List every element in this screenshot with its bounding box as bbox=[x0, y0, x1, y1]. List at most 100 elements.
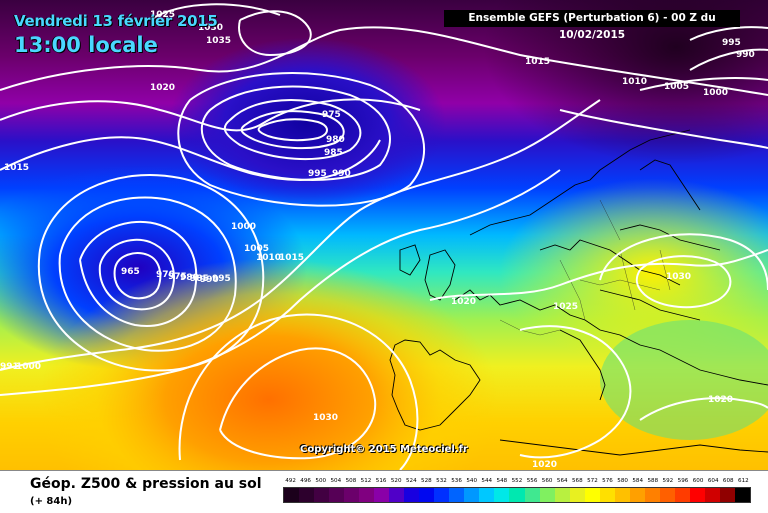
forecast-date: Vendredi 13 février 2015 bbox=[14, 12, 218, 30]
scale-swatch bbox=[404, 488, 420, 502]
scale-swatch bbox=[554, 488, 570, 502]
scale-label: 512 bbox=[360, 478, 372, 484]
scale-swatch bbox=[509, 488, 525, 502]
isobar-label: 980 bbox=[326, 135, 345, 145]
isobar-labels: 1025 1030 1035 1020 1015 975 980 985 990… bbox=[0, 10, 755, 470]
scale-label: 500 bbox=[315, 478, 327, 484]
borders bbox=[499, 199, 671, 336]
isobar-label: 1005 bbox=[664, 82, 689, 92]
scale-swatch bbox=[464, 488, 480, 502]
scale-label: 544 bbox=[481, 478, 493, 484]
isobar-label: 970 bbox=[156, 270, 175, 280]
scale-label: 572 bbox=[587, 478, 598, 484]
scale-swatch bbox=[284, 488, 300, 502]
scale-label: 584 bbox=[632, 478, 644, 484]
scale-label: 552 bbox=[511, 478, 523, 484]
copyright-text: Copyright© 2015 Meteociel.fr bbox=[300, 444, 468, 455]
scale-label: 592 bbox=[662, 478, 674, 484]
scale-swatch bbox=[344, 488, 360, 502]
scale-label: 536 bbox=[451, 478, 462, 484]
isobar-label: 1000 bbox=[16, 362, 41, 372]
scale-swatch bbox=[704, 488, 720, 502]
scale-swatch bbox=[389, 488, 405, 502]
scale-label: 516 bbox=[375, 478, 387, 484]
isobar-label: 1020 bbox=[150, 83, 175, 93]
isobar-label: 1015 bbox=[525, 57, 550, 67]
scale-label: 504 bbox=[330, 478, 342, 484]
scale-swatch bbox=[629, 488, 645, 502]
isobar-label: 1015 bbox=[279, 253, 304, 263]
scale-swatch bbox=[674, 488, 690, 502]
scale-swatch bbox=[314, 488, 330, 502]
scale-label: 588 bbox=[647, 478, 659, 484]
color-scale-labels: 492 496 500 504 508 512 516 520 524 528 532 536 540 5… bbox=[283, 475, 751, 487]
isobar-label: 995 bbox=[212, 274, 231, 284]
scale-swatch bbox=[329, 488, 345, 502]
isobar-label: 1005 bbox=[244, 244, 269, 254]
scale-swatch bbox=[584, 488, 600, 502]
isobar-label: 990 bbox=[332, 169, 351, 179]
isobar-label: 1020 bbox=[708, 395, 733, 405]
isobar-label: 985 bbox=[324, 148, 343, 158]
isobar-label: 1010 bbox=[256, 253, 281, 263]
isobar-label: 1000 bbox=[231, 222, 256, 232]
scale-label: 548 bbox=[496, 478, 508, 484]
isobar-label: 1030 bbox=[313, 413, 338, 423]
scale-swatch bbox=[494, 488, 510, 502]
scale-label: 496 bbox=[300, 478, 311, 484]
scale-label: 612 bbox=[738, 478, 749, 484]
isobar-label: 1015 bbox=[4, 163, 29, 173]
isobar-label: 991 bbox=[0, 362, 19, 372]
scale-swatch bbox=[524, 488, 540, 502]
scale-label: 608 bbox=[722, 478, 734, 484]
scale-swatch bbox=[449, 488, 465, 502]
scale-swatch bbox=[419, 488, 435, 502]
scale-label: 524 bbox=[405, 478, 417, 484]
scale-label: 568 bbox=[571, 478, 583, 484]
scale-label: 576 bbox=[602, 478, 613, 484]
scale-label: 580 bbox=[617, 478, 628, 484]
scale-label: 508 bbox=[345, 478, 357, 484]
scale-swatch bbox=[539, 488, 555, 502]
legend-bar: Géop. Z500 & pression au sol (+ 84h) 492… bbox=[0, 470, 768, 513]
scale-swatch bbox=[374, 488, 390, 502]
isobar-label: 1025 bbox=[553, 302, 578, 312]
isobars bbox=[0, 3, 768, 470]
isobar-label: 980 bbox=[180, 273, 199, 283]
scale-swatch bbox=[569, 488, 585, 502]
color-scale-swatches bbox=[283, 487, 751, 503]
scale-label: 560 bbox=[541, 478, 553, 484]
scale-label: 532 bbox=[436, 478, 447, 484]
scale-swatch bbox=[599, 488, 615, 502]
isobar-label: 1030 bbox=[198, 23, 223, 33]
forecast-lead-time: (+ 84h) bbox=[30, 496, 73, 507]
scale-label: 520 bbox=[390, 478, 402, 484]
scale-label: 492 bbox=[285, 478, 296, 484]
isobar-label: 965 bbox=[121, 267, 140, 277]
scale-label: 528 bbox=[421, 478, 432, 484]
isobar-label: 975 bbox=[322, 110, 341, 120]
scale-swatch bbox=[299, 488, 315, 502]
scale-swatch bbox=[434, 488, 450, 502]
isobar-label: 1020 bbox=[532, 460, 557, 470]
forecast-local-time: 13:00 locale bbox=[14, 33, 158, 57]
isobar-label: 1010 bbox=[622, 77, 647, 87]
color-scale: 492 496 500 504 508 512 516 520 524 528 532 536 540 5… bbox=[283, 475, 751, 503]
scale-swatch bbox=[689, 488, 705, 502]
isobar-label: 1000 bbox=[703, 88, 728, 98]
scale-label: 596 bbox=[677, 478, 689, 484]
scale-label: 600 bbox=[692, 478, 704, 484]
scale-label: 604 bbox=[707, 478, 719, 484]
chart-title: Géop. Z500 & pression au sol bbox=[30, 476, 262, 492]
scale-label: 564 bbox=[556, 478, 568, 484]
isobar-label: 990 bbox=[200, 275, 219, 285]
coastlines bbox=[389, 129, 768, 456]
isobar-label: 995 bbox=[722, 38, 741, 48]
isobar-label: 1030 bbox=[666, 272, 691, 282]
ensemble-info: Ensemble GEFS (Perturbation 6) - 00 Z du… bbox=[444, 10, 740, 41]
scale-label: 540 bbox=[466, 478, 478, 484]
isobar-label: 990 bbox=[736, 50, 755, 60]
scale-swatch bbox=[719, 488, 735, 502]
scale-swatch bbox=[659, 488, 675, 502]
